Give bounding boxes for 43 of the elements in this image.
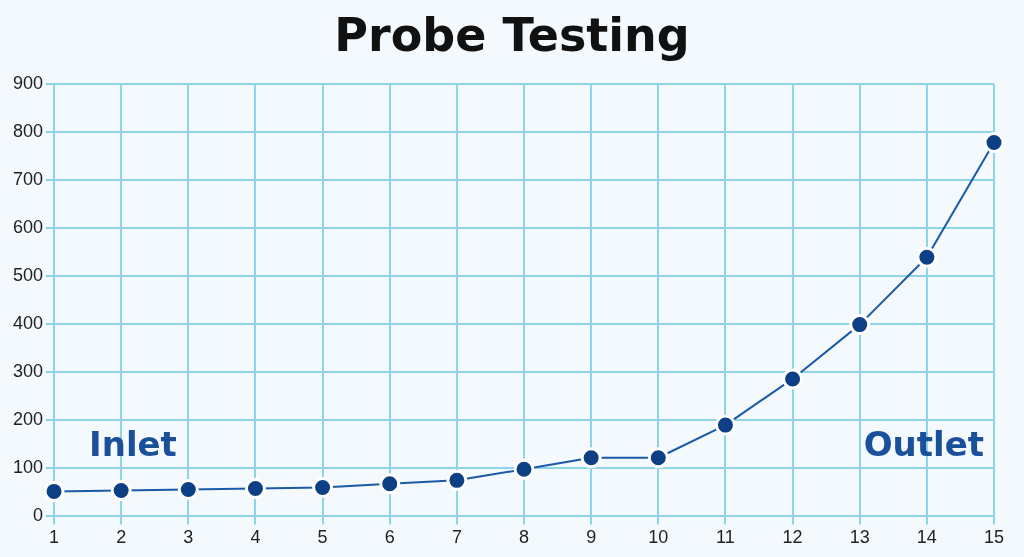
x-tick-label: 9 bbox=[586, 527, 597, 548]
x-tick-label: 3 bbox=[183, 527, 194, 548]
y-tick-label: 100 bbox=[12, 457, 44, 478]
point bbox=[782, 368, 804, 390]
annotation: Outlet bbox=[863, 424, 984, 465]
point bbox=[916, 246, 938, 268]
point bbox=[446, 469, 468, 491]
y-tick-label: 900 bbox=[12, 72, 44, 93]
point bbox=[379, 473, 401, 495]
x-tick-label: 4 bbox=[250, 527, 261, 548]
x-tick-label: 5 bbox=[317, 527, 328, 548]
annotation: Inlet bbox=[89, 424, 177, 465]
x-tick-label: 13 bbox=[849, 527, 870, 548]
y-tick-label: 500 bbox=[12, 265, 44, 286]
point bbox=[983, 131, 1005, 153]
point bbox=[244, 478, 266, 500]
point bbox=[849, 314, 871, 336]
point bbox=[43, 480, 65, 502]
x-tick-label: 12 bbox=[782, 527, 803, 548]
point bbox=[513, 458, 535, 480]
point bbox=[714, 414, 736, 436]
x-tick-label: 8 bbox=[519, 527, 530, 548]
x-tick-label: 6 bbox=[384, 527, 395, 548]
y-tick-label: 400 bbox=[12, 313, 44, 334]
x-tick-label: 11 bbox=[716, 527, 735, 548]
y-tick-label: 600 bbox=[12, 216, 44, 237]
x-tick-label: 14 bbox=[916, 527, 937, 548]
x-tick-label: 1 bbox=[49, 527, 60, 548]
point bbox=[177, 478, 199, 500]
point bbox=[580, 447, 602, 469]
y-tick-label: 800 bbox=[12, 120, 44, 141]
x-tick-label: 15 bbox=[983, 527, 1005, 548]
point bbox=[110, 479, 132, 501]
point bbox=[647, 447, 669, 469]
chart-title: Probe Testing bbox=[333, 7, 691, 64]
y-tick-label: 700 bbox=[12, 168, 44, 189]
y-tick-label: 200 bbox=[12, 409, 44, 430]
x-tick-label: 7 bbox=[451, 527, 462, 548]
x-tick-label: 2 bbox=[116, 527, 127, 548]
y-tick-label: 300 bbox=[12, 361, 44, 382]
x-tick-label: 10 bbox=[648, 527, 669, 548]
y-tick-label: 0 bbox=[33, 505, 44, 526]
point bbox=[312, 477, 334, 499]
